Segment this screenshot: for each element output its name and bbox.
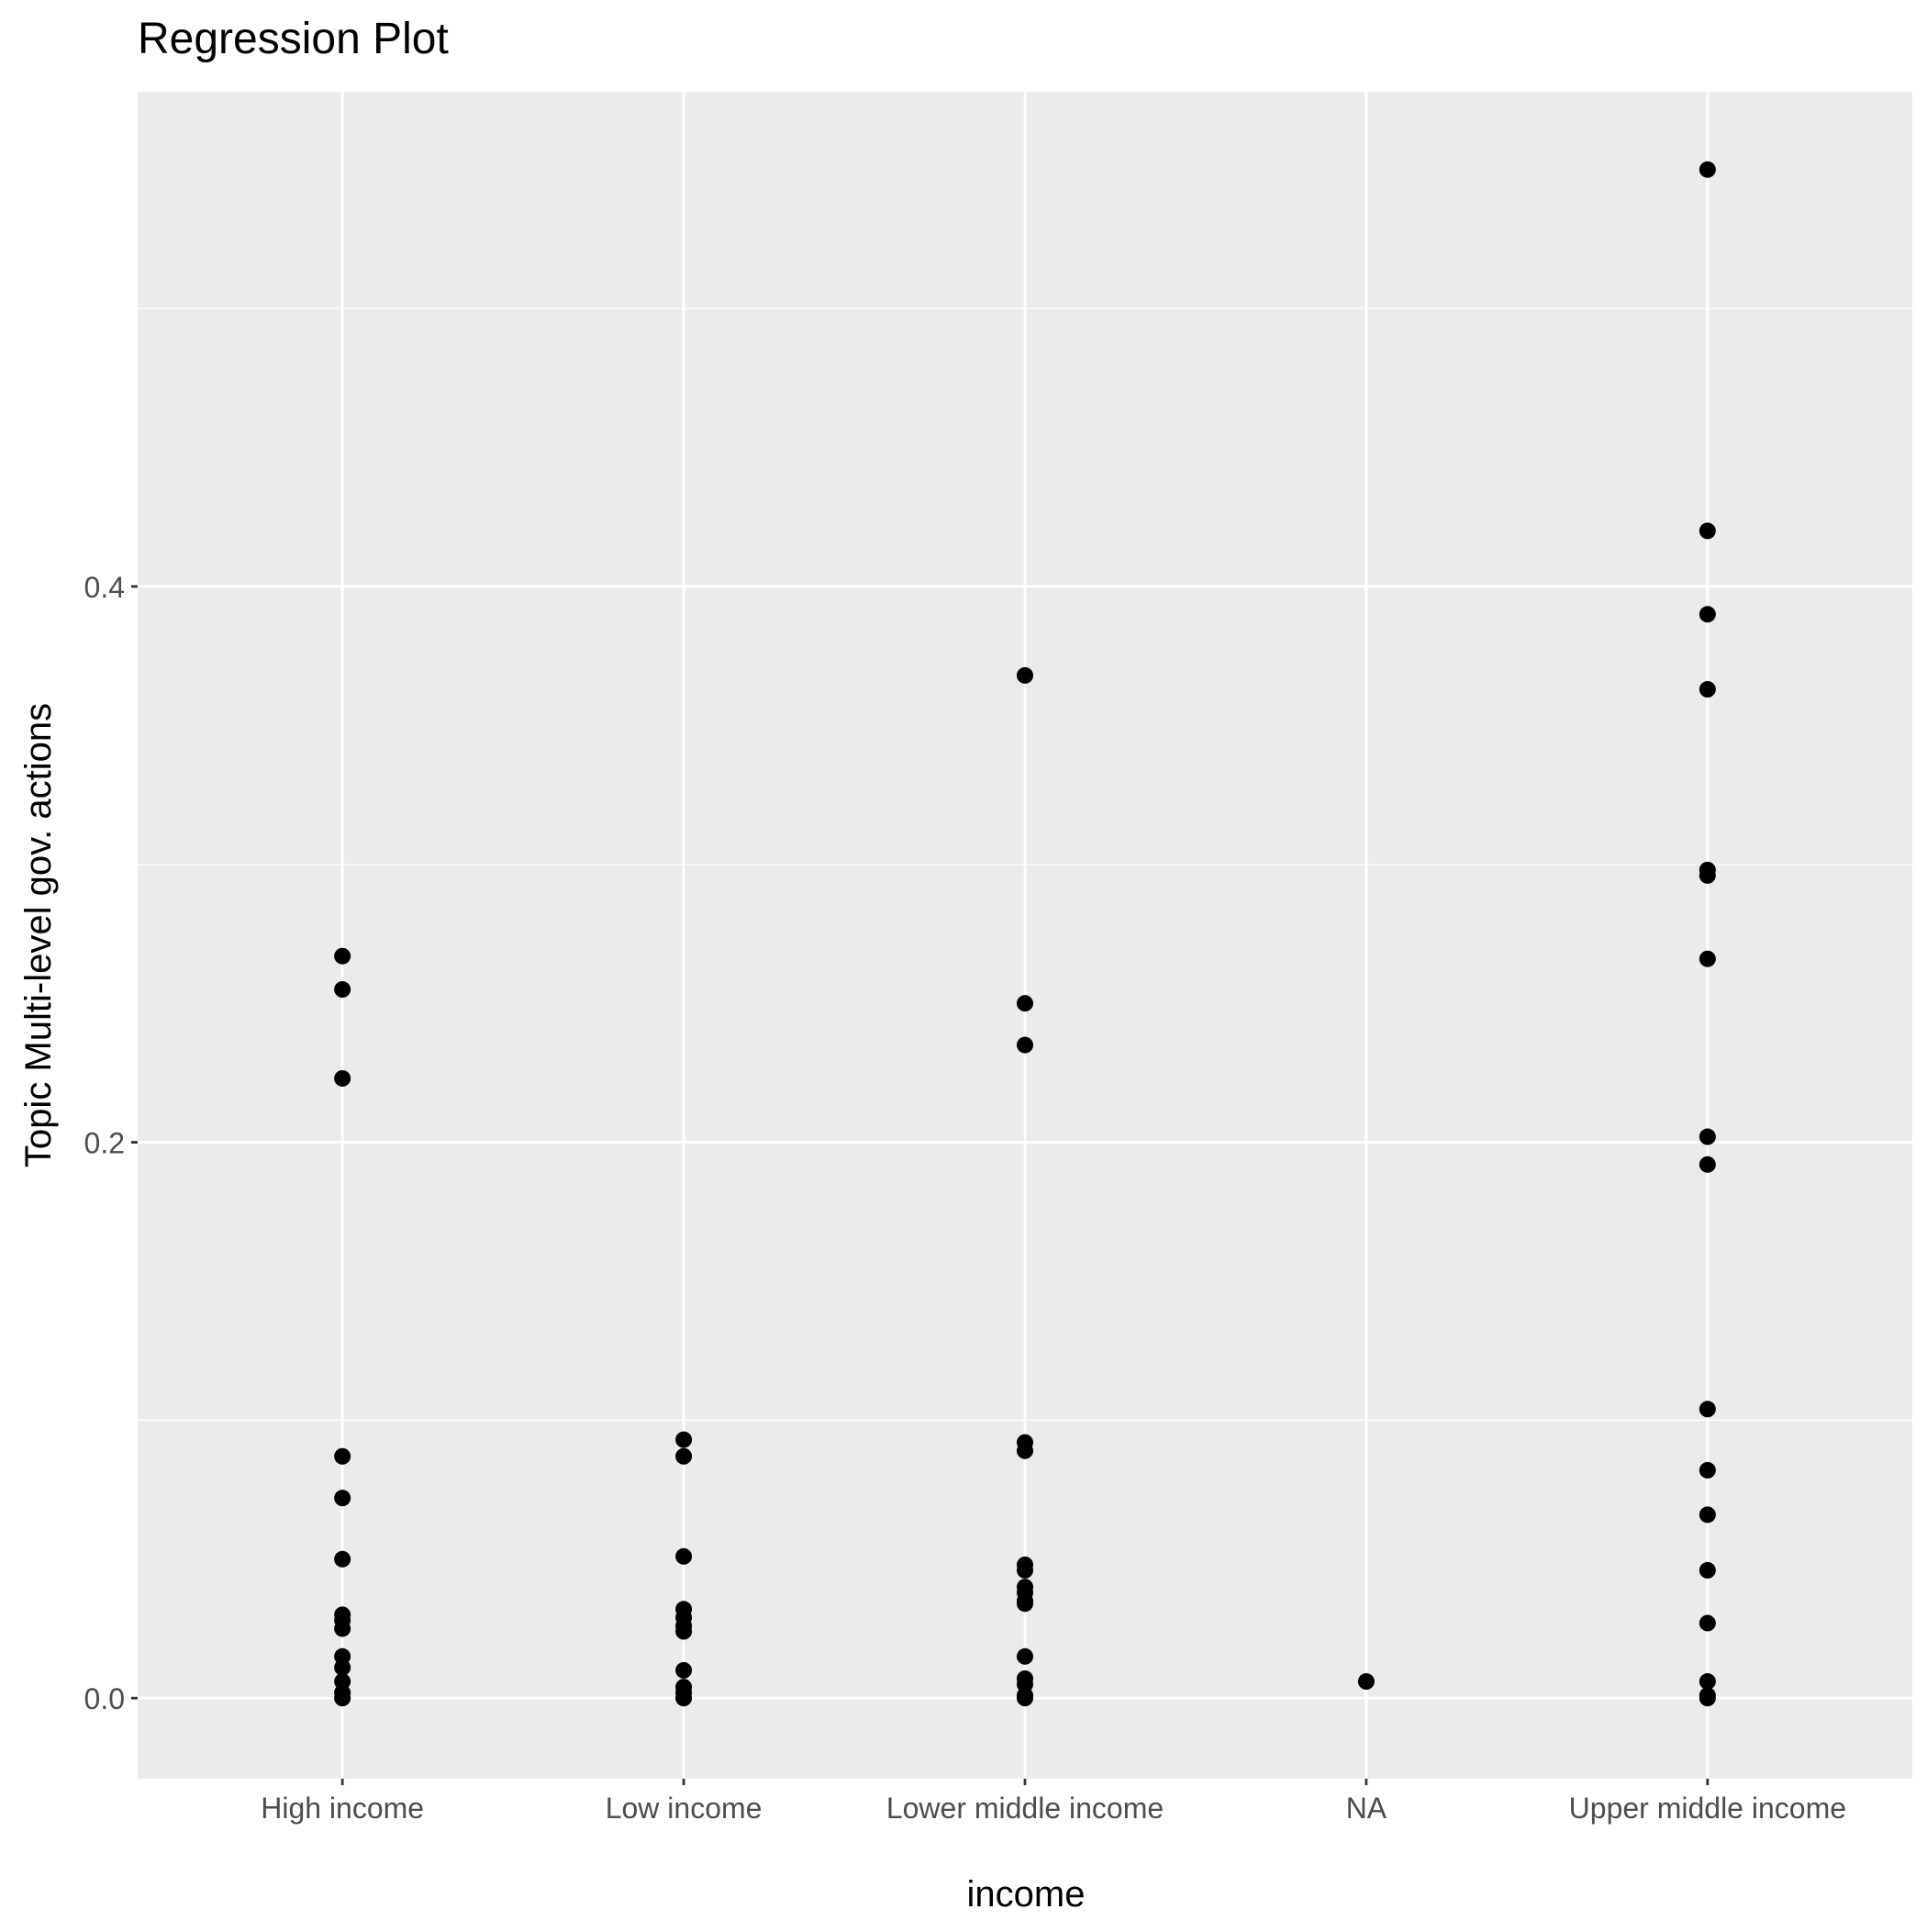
data-point	[334, 1069, 351, 1087]
data-point	[1357, 1673, 1375, 1691]
data-points	[334, 161, 1716, 1707]
data-point	[1017, 1595, 1033, 1613]
data-point	[334, 1490, 351, 1507]
data-point	[334, 1690, 351, 1707]
data-point	[1017, 1561, 1033, 1579]
data-point	[334, 1658, 351, 1676]
data-point	[334, 981, 351, 999]
data-point	[1699, 681, 1716, 698]
x-tick-label: Low income	[606, 1792, 763, 1825]
data-point	[675, 1690, 693, 1707]
data-point	[1699, 161, 1716, 178]
data-point	[334, 1620, 351, 1637]
data-point	[675, 1431, 693, 1448]
data-point	[1699, 950, 1716, 967]
data-point	[1017, 1036, 1033, 1054]
data-point	[1017, 1442, 1033, 1459]
data-point	[1017, 666, 1033, 684]
data-point	[334, 1550, 351, 1568]
y-axis-title: Topic Multi-level gov. actions	[18, 703, 59, 1167]
y-axis: 0.0 0.2 0.4	[84, 571, 138, 1715]
data-point	[1017, 1647, 1033, 1665]
data-point	[1699, 1673, 1716, 1691]
data-point	[1699, 1128, 1716, 1145]
data-point	[1699, 606, 1716, 623]
data-point	[1017, 1690, 1033, 1707]
x-tick-label: Upper middle income	[1569, 1792, 1846, 1825]
data-point	[1699, 522, 1716, 540]
data-point	[1699, 1506, 1716, 1524]
data-point	[1699, 1156, 1716, 1173]
data-point	[675, 1447, 693, 1465]
x-tick-label: Lower middle income	[886, 1792, 1164, 1825]
x-axis-title: income	[967, 1874, 1086, 1915]
y-tick-label: 0.2	[84, 1127, 125, 1160]
data-point	[675, 1547, 693, 1565]
data-point	[1699, 1461, 1716, 1479]
data-point	[1699, 866, 1716, 884]
data-point	[1017, 995, 1033, 1012]
data-point	[1699, 1561, 1716, 1579]
y-tick-label: 0.4	[84, 571, 125, 604]
data-point	[675, 1661, 693, 1679]
data-point	[334, 947, 351, 965]
x-axis: High income Low income Lower middle income…	[261, 1779, 1846, 1825]
chart-title: Regression Plot	[138, 15, 449, 63]
data-point	[1699, 1690, 1716, 1707]
data-point	[1699, 1401, 1716, 1418]
x-tick-label: NA	[1346, 1792, 1387, 1825]
x-tick-label: High income	[261, 1792, 424, 1825]
data-point	[1699, 1614, 1716, 1632]
data-point	[334, 1447, 351, 1465]
data-point	[675, 1623, 693, 1640]
y-tick-label: 0.0	[84, 1682, 125, 1715]
